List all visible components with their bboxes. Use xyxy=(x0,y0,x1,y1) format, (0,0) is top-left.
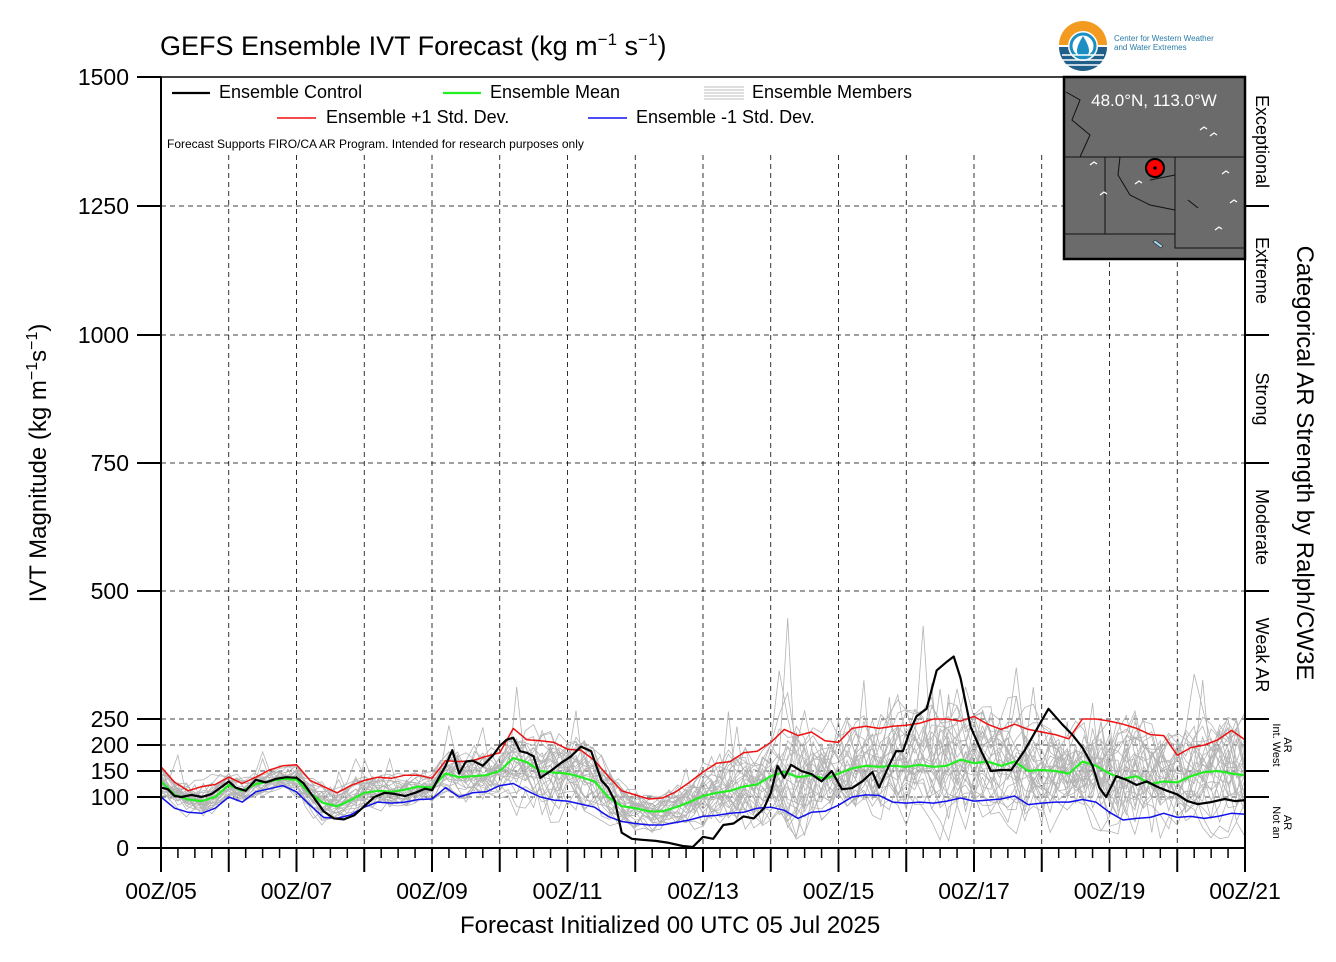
ensemble-mean-line xyxy=(160,756,1246,813)
y-axis-title-part: IVT Magnitude (kg m xyxy=(25,380,52,602)
inset-map-border xyxy=(1117,156,1176,211)
category-label: Weak AR xyxy=(1252,618,1272,693)
member-line xyxy=(160,717,1246,829)
disclaimer-note: Forecast Supports FIRO/CA AR Program. In… xyxy=(167,137,584,151)
y-axis-title: IVT Magnitude (kg m−1s−1) xyxy=(24,324,52,603)
x-tick-label: 00Z/15 xyxy=(803,878,875,904)
y-tick-label: 500 xyxy=(91,578,129,604)
inset-map: 48.0°N, 113.0°W xyxy=(1062,75,1247,261)
y-tick-label: 1000 xyxy=(78,322,129,348)
legend-plus-std-label: Ensemble +1 Std. Dev. xyxy=(326,107,510,127)
legend-mean-label: Ensemble Mean xyxy=(490,82,621,102)
member-line xyxy=(160,688,1246,840)
y-axis-title-part: −1 xyxy=(24,362,41,380)
y-tick-label: 200 xyxy=(91,732,129,758)
inset-map-border xyxy=(1065,91,1091,158)
member-line xyxy=(160,712,1246,837)
y-axis-title-part: −1 xyxy=(24,331,41,349)
member-line xyxy=(160,739,1246,836)
logo-text: Center for Western Weather and Water Ext… xyxy=(1114,34,1214,52)
x-axis-title: Forecast Initialized 00 UTC 05 Jul 2025 xyxy=(460,912,881,939)
inset-map-lake xyxy=(1199,126,1208,131)
y-tick-label: 100 xyxy=(91,784,129,810)
legend-box xyxy=(172,86,744,119)
member-line xyxy=(160,691,1246,820)
category-small-label: Not an xyxy=(1270,806,1282,838)
member-line xyxy=(160,693,1246,827)
member-line xyxy=(160,704,1246,839)
location-marker-center xyxy=(1153,166,1157,170)
inset-map-border xyxy=(1149,174,1176,181)
category-label: Strong xyxy=(1252,372,1272,425)
member-line xyxy=(160,674,1246,842)
x-tick-label: 00Z/13 xyxy=(667,878,739,904)
inset-map-lake xyxy=(1221,170,1230,175)
category-label: Moderate xyxy=(1252,489,1272,565)
series-lines xyxy=(160,655,1246,849)
inset-map-lake xyxy=(1089,161,1098,166)
water-drop-icon xyxy=(1077,36,1089,57)
category-small-label: AR xyxy=(1281,737,1293,752)
category-small-label: Int. West xyxy=(1270,723,1282,766)
ensemble-control-line xyxy=(160,655,1246,849)
ensemble-1-std-dev--line xyxy=(160,715,1246,800)
member-line xyxy=(160,705,1246,840)
inset-map-lake xyxy=(1214,226,1223,231)
inset-map-label: 48.0°N, 113.0°W xyxy=(1091,91,1217,110)
y-tick-label: 0 xyxy=(116,835,129,861)
y-axis-title-part: s xyxy=(25,350,52,362)
axes xyxy=(137,76,1269,872)
x-tick-label: 00Z/17 xyxy=(938,878,1010,904)
chart-title: GEFS Ensemble IVT Forecast (kg m−1 s−1) xyxy=(160,30,667,61)
logo-ring xyxy=(1069,32,1097,60)
legend-control-label: Ensemble Control xyxy=(219,82,363,102)
y-tick-label: 1500 xyxy=(78,64,129,90)
category-label: Exceptional xyxy=(1252,95,1272,188)
x-tick-label: 00Z/11 xyxy=(533,878,603,904)
inset-map-lake xyxy=(1152,239,1164,249)
inset-map-lake xyxy=(1134,180,1143,185)
y-tick-label: 250 xyxy=(91,706,129,732)
legend-members-label: Ensemble Members xyxy=(752,82,913,102)
legend-minus-std-label: Ensemble -1 Std. Dev. xyxy=(636,107,815,127)
inset-map-lake xyxy=(1209,132,1218,137)
inset-map-border xyxy=(1187,199,1199,209)
category-small-label: AR xyxy=(1281,815,1293,830)
right-axis-title: Categorical AR Strength by Ralph/CW3E xyxy=(1291,246,1318,681)
x-tick-label: 00Z/19 xyxy=(1074,878,1146,904)
y-tick-label: 750 xyxy=(91,450,129,476)
cw3e-logo xyxy=(1057,19,1109,71)
ensemble-1-std-dev--line xyxy=(160,782,1246,826)
y-tick-label: 150 xyxy=(91,758,129,784)
x-tick-label: 00Z/07 xyxy=(261,878,333,904)
member-line xyxy=(160,699,1246,818)
inset-map-lake xyxy=(1099,191,1108,196)
inset-map-lake xyxy=(1229,199,1238,204)
x-tick-label: 00Z/09 xyxy=(396,878,468,904)
y-tick-label: 1250 xyxy=(78,193,129,219)
y-axis-title-part: ) xyxy=(25,324,52,332)
x-tick-label: 00Z/21 xyxy=(1209,878,1281,904)
category-label: Extreme xyxy=(1252,237,1272,304)
x-tick-label: 00Z/05 xyxy=(125,878,197,904)
